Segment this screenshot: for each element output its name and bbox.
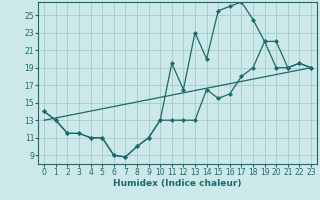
X-axis label: Humidex (Indice chaleur): Humidex (Indice chaleur) [113, 179, 242, 188]
